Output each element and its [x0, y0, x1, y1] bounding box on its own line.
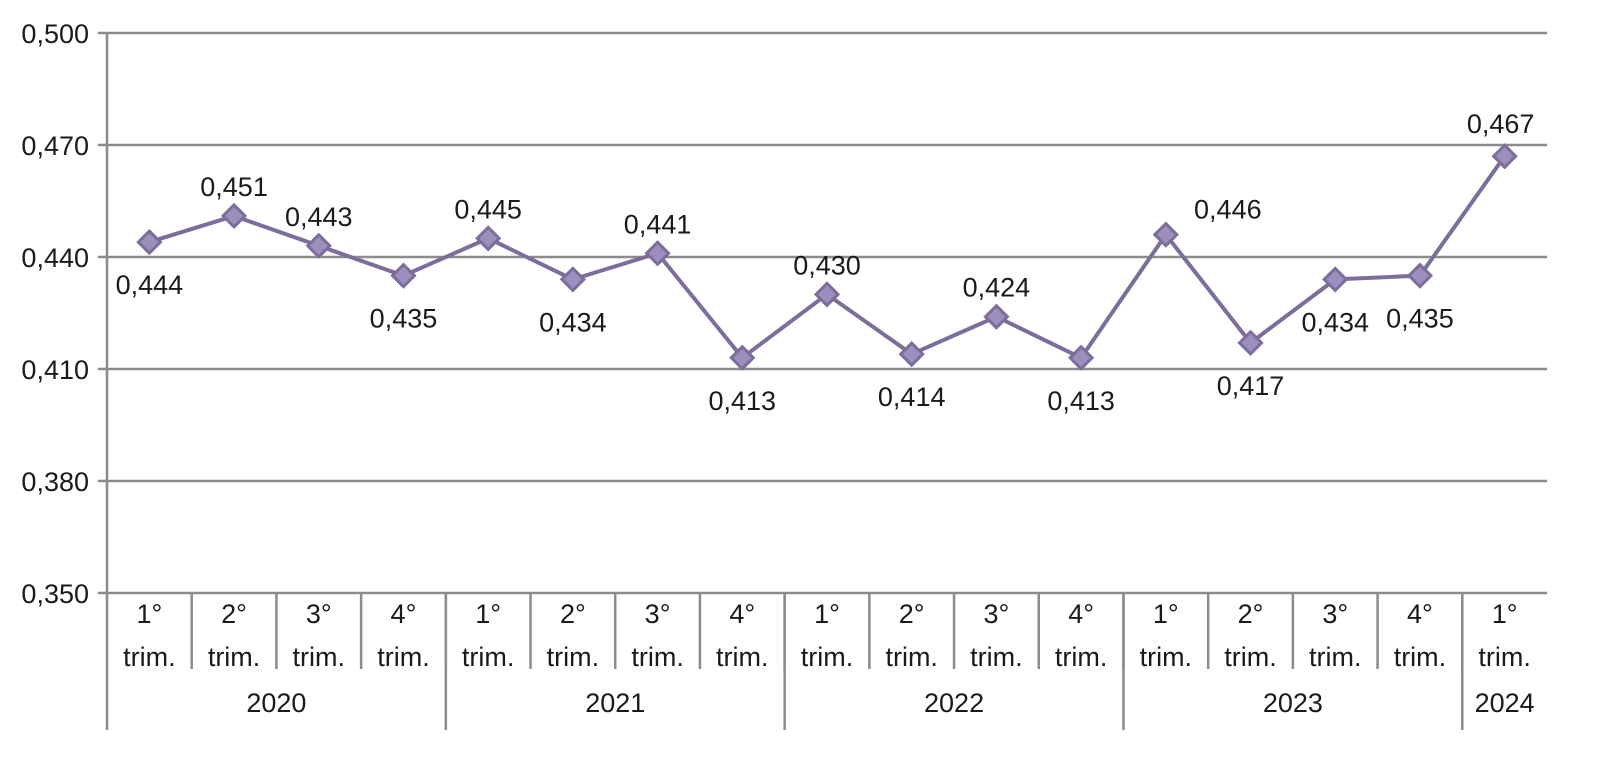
data-point-marker: [813, 281, 841, 308]
data-point-marker: [1322, 266, 1349, 293]
category-label: trim.: [208, 642, 260, 672]
category-label: trim.: [1055, 642, 1107, 672]
year-label: 2021: [585, 688, 645, 718]
data-series: [136, 143, 1518, 371]
year-label: 2023: [1263, 688, 1323, 718]
y-tick-label: 0,410: [21, 355, 89, 385]
data-point-marker: [1067, 344, 1095, 371]
data-label: 0,444: [116, 270, 184, 300]
category-label: 1°: [1492, 599, 1518, 629]
category-label: 2°: [1238, 599, 1264, 629]
category-label: 1°: [475, 599, 501, 629]
x-axis-categories: 2020 2021 2022 2023 2024 1° trim. 2° trim. 3° trim…: [123, 599, 1535, 718]
y-tick-label: 0,500: [21, 19, 89, 49]
data-point-marker: [1152, 221, 1179, 248]
year-label: 2020: [246, 688, 306, 718]
category-label: trim.: [293, 642, 345, 672]
category-label: trim.: [1140, 642, 1192, 672]
category-label: trim.: [1309, 642, 1361, 672]
category-label: 1°: [136, 599, 162, 629]
y-tick-label: 0,440: [21, 243, 89, 273]
category-label: 1°: [1153, 599, 1179, 629]
data-point-marker: [898, 340, 925, 368]
category-label: 3°: [1322, 599, 1348, 629]
data-label: 0,446: [1194, 195, 1262, 225]
data-label: 0,441: [624, 209, 692, 239]
category-label: trim.: [885, 642, 937, 672]
data-point-marker: [136, 228, 163, 256]
data-label: 0,424: [963, 273, 1031, 303]
category-label: 4°: [391, 599, 417, 629]
category-label: trim.: [801, 642, 853, 672]
category-label: 2°: [221, 599, 247, 629]
category-label: trim.: [377, 642, 429, 672]
y-tick-label: 0,470: [21, 131, 89, 161]
category-label: trim.: [631, 642, 683, 672]
data-label: 0,417: [1217, 371, 1285, 401]
category-label: 3°: [306, 599, 332, 629]
y-tick-label: 0,350: [21, 579, 89, 609]
data-label: 0,434: [539, 307, 607, 337]
category-label: 4°: [1068, 599, 1094, 629]
data-label: 0,414: [878, 382, 946, 412]
category-label: 3°: [983, 599, 1009, 629]
data-point-marker: [1491, 143, 1518, 170]
category-label: trim.: [462, 642, 514, 672]
data-point-marker: [729, 344, 756, 371]
category-label: trim.: [123, 642, 175, 672]
data-point-marker: [983, 303, 1010, 330]
year-label: 2024: [1475, 688, 1535, 718]
category-label: trim.: [716, 642, 768, 672]
y-tick-label: 0,380: [21, 467, 89, 497]
category-label: trim.: [1394, 642, 1446, 672]
category-label: 2°: [899, 599, 925, 629]
category-label: 3°: [645, 599, 671, 629]
data-point-marker: [1237, 329, 1264, 356]
data-label: 0,451: [200, 172, 268, 202]
data-label: 0,413: [709, 386, 777, 416]
data-label: 0,443: [285, 202, 353, 232]
data-point-marker: [475, 225, 502, 252]
data-label: 0,467: [1467, 109, 1535, 139]
data-point-marker: [559, 266, 587, 293]
y-axis-ticks: 0,350 0,380 0,410 0,440 0,470 0,500: [21, 19, 89, 609]
data-point-marker: [220, 202, 248, 230]
category-label: 4°: [729, 599, 755, 629]
data-label: 0,445: [454, 194, 522, 224]
category-label: 2°: [560, 599, 586, 629]
data-point-marker: [644, 240, 671, 267]
data-label: 0,435: [1386, 304, 1454, 334]
category-label: trim.: [1224, 642, 1276, 672]
data-point-marker: [390, 262, 417, 289]
category-label: trim.: [1478, 642, 1530, 672]
data-label: 0,430: [793, 250, 861, 280]
category-label: 4°: [1407, 599, 1433, 629]
category-label: trim.: [970, 642, 1022, 672]
data-point-marker: [305, 232, 332, 259]
data-labels: 0,444 0,451 0,443 0,435 0,445 0,434 0,441 0,413…: [116, 109, 1535, 416]
data-point-marker: [1406, 262, 1434, 289]
axes: [98, 31, 1464, 730]
category-label: trim.: [547, 642, 599, 672]
data-label: 0,435: [370, 304, 438, 334]
data-label: 0,413: [1047, 386, 1115, 416]
category-label: 1°: [814, 599, 840, 629]
data-label: 0,434: [1301, 307, 1369, 337]
year-label: 2022: [924, 688, 984, 718]
